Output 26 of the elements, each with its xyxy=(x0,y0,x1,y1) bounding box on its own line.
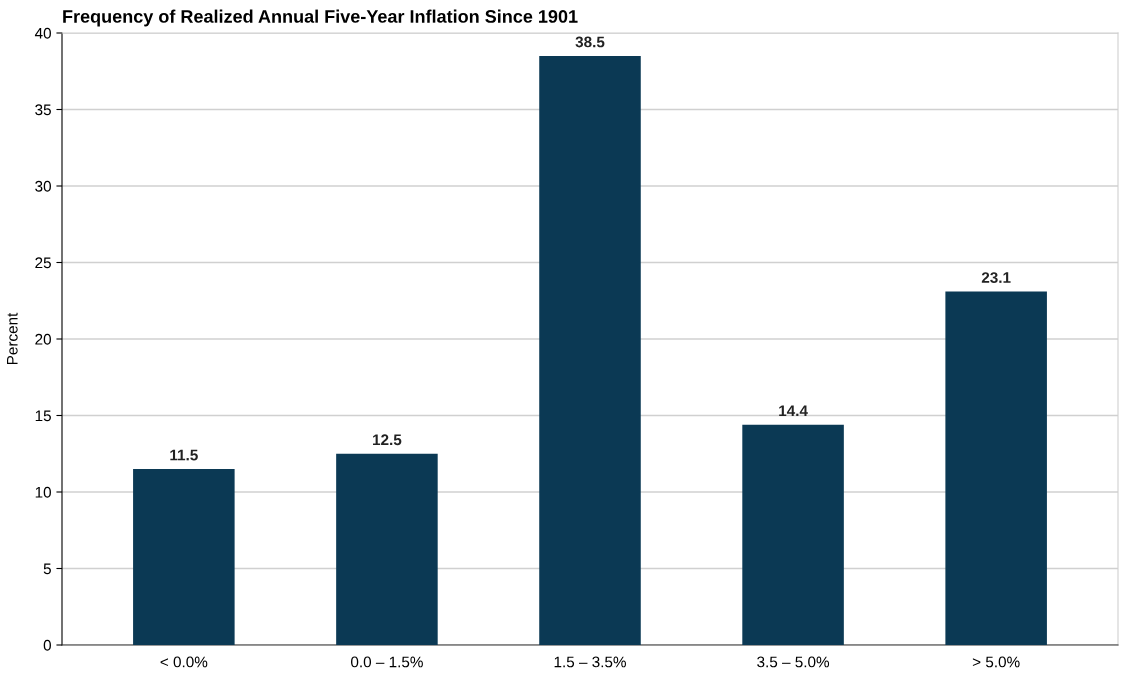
y-tick-label: 35 xyxy=(35,104,51,116)
y-tick-label: 10 xyxy=(35,486,51,498)
y-tick-label: 20 xyxy=(35,333,51,345)
y-tick-label: 15 xyxy=(35,410,51,422)
data-label: 11.5 xyxy=(170,449,198,461)
bar xyxy=(539,55,641,645)
y-tick-label: 30 xyxy=(35,180,51,192)
y-tick-label: 5 xyxy=(43,563,51,575)
x-tick-label: > 5.0% xyxy=(972,656,1020,668)
bar xyxy=(133,469,235,645)
x-tick-label: 0.0 – 1.5% xyxy=(351,656,423,668)
y-tick-label: 25 xyxy=(35,257,51,269)
bar xyxy=(336,453,438,645)
x-tick-label: 3.5 – 5.0% xyxy=(757,656,830,668)
y-axis-title: Percent xyxy=(7,312,18,365)
chart-title: Frequency of Realized Annual Five-Year Inflation Since 1901 xyxy=(63,9,578,27)
data-label: 23.1 xyxy=(981,272,1011,284)
y-tick-label: 40 xyxy=(34,27,51,39)
data-label: 14.4 xyxy=(779,405,808,416)
bar xyxy=(742,424,844,645)
data-label: 12.5 xyxy=(373,434,402,446)
x-tick-label: 1.5 – 3.5% xyxy=(554,656,626,668)
x-tick-label: < 0.0% xyxy=(160,656,208,668)
bar xyxy=(945,291,1047,645)
data-label: 38.5 xyxy=(575,36,605,48)
y-tick-label: 0 xyxy=(43,639,51,651)
